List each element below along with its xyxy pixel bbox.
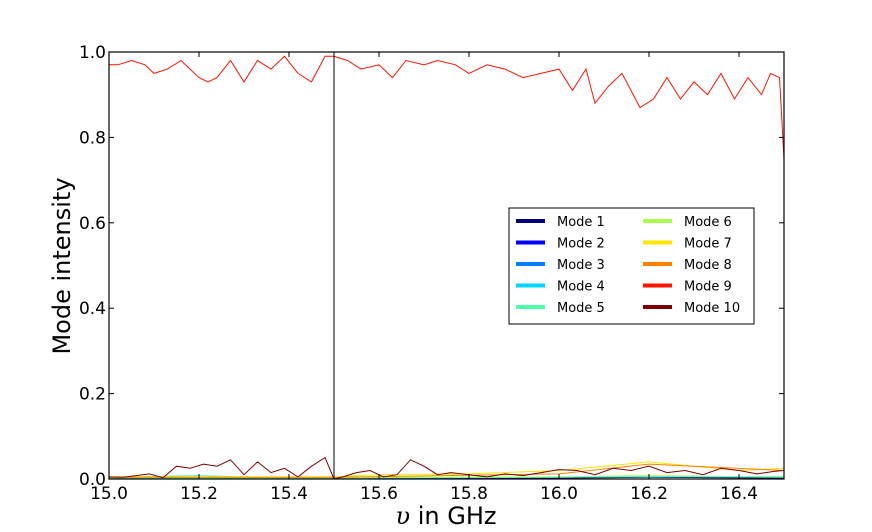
- y-tick-label: 0.8: [79, 128, 106, 148]
- x-tick-label: 15.8: [450, 484, 488, 504]
- series-line-10: [108, 456, 785, 480]
- x-tick-label: 15.2: [180, 484, 218, 504]
- legend-label-9: Mode 9: [684, 280, 732, 295]
- y-ticks: 0.0 0.2 0.4 0.6 0.8 1.0: [79, 43, 784, 490]
- legend-label-2: Mode 2: [557, 237, 605, 252]
- y-tick-label: 1.0: [79, 43, 106, 63]
- x-tick-label: 16.0: [540, 484, 578, 504]
- legend-label-3: Mode 3: [557, 258, 605, 273]
- x-tick-label: 15.4: [270, 484, 308, 504]
- x-tick-label: 16.2: [630, 484, 668, 504]
- legend-box: [508, 207, 755, 325]
- legend-label-7: Mode 7: [684, 237, 732, 252]
- x-axis-label: υ in GHz: [396, 502, 497, 530]
- x-axis-symbol: υ: [396, 502, 411, 530]
- y-axis-label: Mode intensity: [48, 177, 76, 354]
- legend: Mode 1 Mode 2 Mode 3 Mode 4 Mode 5 Mode 6 Mode…: [508, 207, 755, 325]
- y-tick-label: 0.2: [79, 385, 106, 405]
- series-line-7: [109, 461, 785, 478]
- legend-label-6: Mode 6: [684, 215, 732, 230]
- legend-label-1: Mode 1: [557, 215, 605, 230]
- y-tick-label: 0.4: [79, 299, 106, 319]
- x-ticks: 15.0 15.2 15.4 15.6 15.8 16.0 16.2 16.4: [90, 52, 758, 504]
- x-tick-label: 15.0: [90, 484, 128, 504]
- x-tick-label: 15.6: [360, 484, 398, 504]
- plot-frame: [108, 51, 785, 480]
- y-tick-label: 0.0: [79, 470, 106, 490]
- x-axis-unit-text: in GHz: [410, 502, 496, 530]
- legend-label-4: Mode 4: [557, 280, 605, 295]
- legend-label-8: Mode 8: [684, 258, 732, 273]
- y-tick-label: 0.6: [79, 214, 106, 234]
- x-tick-label: 16.4: [720, 484, 758, 504]
- legend-label-5: Mode 5: [557, 301, 605, 316]
- series-line-9: [109, 55, 785, 159]
- legend-label-10: Mode 10: [684, 301, 740, 316]
- series-line-8: [109, 463, 785, 478]
